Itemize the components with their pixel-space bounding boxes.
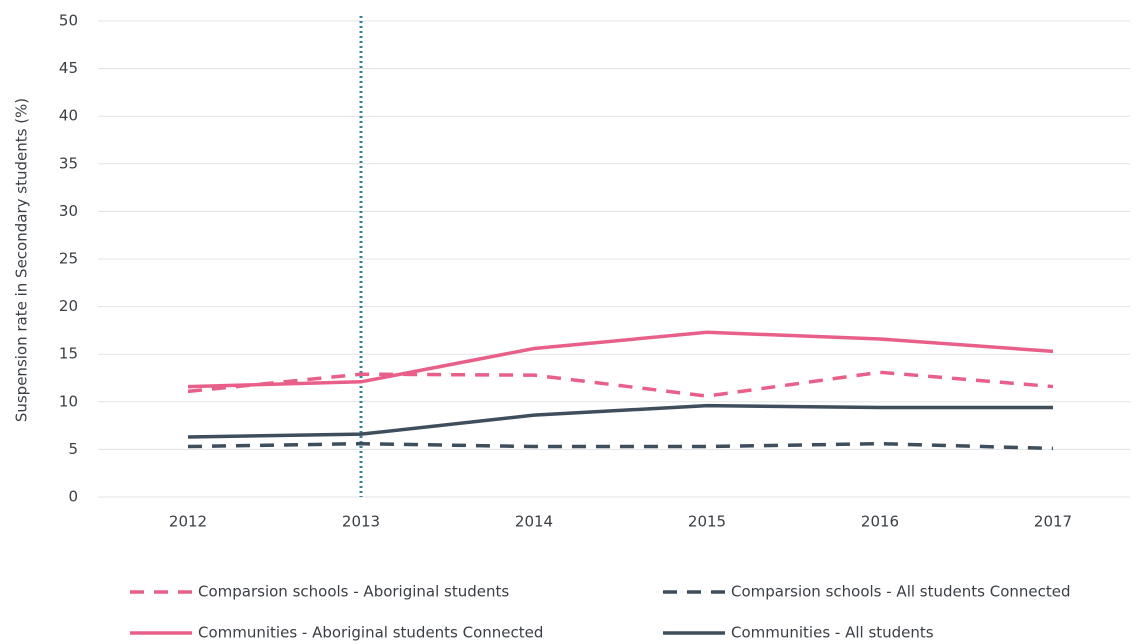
y-tick-label: 45 <box>59 59 78 77</box>
y-tick-label: 5 <box>68 440 78 458</box>
y-tick-label: 15 <box>59 345 78 363</box>
legend-label: Comparsion schools - Aboriginal students <box>198 583 509 601</box>
legend-label: Comparsion schools - All students Connec… <box>731 583 1071 601</box>
x-tick-label: 2012 <box>169 513 207 531</box>
x-tick-label: 2013 <box>342 513 380 531</box>
y-tick-label: 0 <box>68 488 78 506</box>
legend-label: Communities - All students <box>731 624 934 642</box>
series-line <box>187 370 1054 398</box>
y-tick-label: 25 <box>59 250 78 268</box>
y-tick-label: 40 <box>59 107 78 125</box>
legend-label: Communities - Aboriginal students Connec… <box>198 624 543 642</box>
x-tick-label: 2017 <box>1034 513 1072 531</box>
series-line <box>187 330 1054 389</box>
y-axis-label: Suspension rate in Secondary students (%… <box>13 98 31 422</box>
x-tick-label: 2016 <box>861 513 899 531</box>
x-tick-label: 2015 <box>688 513 726 531</box>
y-tick-label: 50 <box>59 12 78 30</box>
y-tick-label: 10 <box>59 392 78 410</box>
y-tick-label: 30 <box>59 202 78 220</box>
y-tick-label: 20 <box>59 297 78 315</box>
y-tick-label: 35 <box>59 154 78 172</box>
series-line <box>187 441 1054 451</box>
series-line <box>187 403 1053 439</box>
x-tick-label: 2014 <box>515 513 553 531</box>
